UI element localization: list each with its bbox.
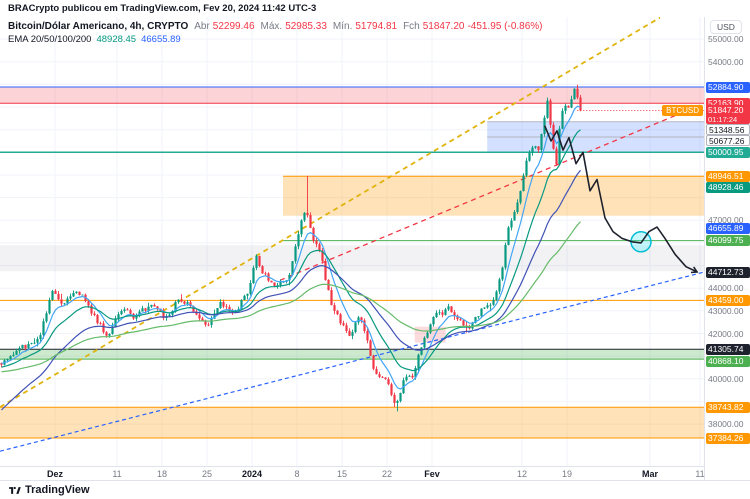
open-label: Abr	[194, 21, 210, 32]
ascending-yellow	[0, 17, 661, 408]
publish-text: BRACrypto publicou em TradingView.com, F…	[8, 3, 317, 14]
price-badge: 43459.00	[706, 294, 750, 306]
candlestick-plot[interactable]	[0, 17, 704, 466]
change-value: -451.95 (-0.86%)	[467, 21, 543, 32]
price-badge: 52884.90	[706, 81, 750, 93]
tradingview-logo-text: TradingView	[25, 484, 90, 496]
ascending-red	[279, 103, 704, 281]
time-axis-label: 25	[201, 469, 213, 479]
price-zones	[0, 87, 704, 438]
low-label: Mín.	[332, 21, 353, 32]
ema-value-1: 48928.45	[96, 34, 137, 45]
horizontal-levels	[0, 86, 704, 439]
price-badge: 44712.73	[706, 266, 750, 278]
time-axis-label: 11	[695, 469, 705, 479]
low-value: 51794.81	[355, 21, 398, 32]
time-axis-label: Mar	[641, 469, 659, 479]
time-axis-label: Fev	[424, 469, 440, 479]
ema-indicator-label[interactable]: EMA 20/50/100/200	[8, 34, 92, 45]
orange-zone-upper	[283, 176, 704, 216]
price-label: 55000.00	[708, 34, 744, 45]
price-badge: 46655.89	[706, 222, 750, 234]
time-axis-label: 2024	[241, 469, 263, 479]
symbol-legend-row: Bitcoin/Dólar Americano, 4h, CRYPTO Abr 5…	[8, 21, 543, 32]
price-badge: 51348.56	[706, 124, 750, 136]
ema-200-line	[1, 221, 581, 373]
gridlines	[0, 17, 704, 466]
ema-lines	[1, 105, 581, 411]
price-badge: 40868.10	[706, 355, 750, 367]
time-axis-label: 15	[336, 469, 348, 479]
high-value: 52985.33	[285, 21, 327, 32]
footer-bar: TradingView	[0, 480, 750, 499]
currency-toggle[interactable]: USD	[710, 20, 742, 34]
symbol-title[interactable]: Bitcoin/Dólar Americano, 4h, CRYPTO	[8, 21, 189, 32]
time-axis-label: Dez	[46, 469, 64, 479]
time-axis-label: 19	[561, 469, 573, 479]
price-label: 54000.00	[708, 56, 744, 67]
time-axis[interactable]: Dez 11 18 25 2024 8 15 22 Fev 12 19 Mar 11	[0, 466, 705, 482]
price-label: 47000.00	[708, 215, 744, 226]
arrow-head	[690, 266, 699, 274]
ema-50-line	[1, 129, 581, 372]
price-scale[interactable]: USD 55000.00 54000.00 47000.00 44000.00 4300…	[704, 17, 750, 481]
price-badge: 48928.46	[706, 182, 750, 194]
price-badge: 38743.82	[706, 401, 750, 413]
ema-legend-row: EMA 20/50/100/200 48928.45 46655.89	[8, 34, 543, 45]
tradingview-logo[interactable]: TradingView	[8, 484, 90, 497]
price-label: 43000.00	[708, 305, 744, 316]
ema-value-2: 46655.89	[141, 34, 181, 45]
tradingview-logo-icon	[9, 486, 21, 494]
gray-zone	[0, 245, 704, 272]
symbol-price-tag: BTCUSD	[662, 104, 703, 116]
close-value: 51847.20	[422, 21, 465, 32]
countdown-timer: 01:17:24	[708, 115, 738, 124]
legend: Bitcoin/Dólar Americano, 4h, CRYPTO Abr 5…	[8, 21, 543, 45]
price-badge: 37384.26	[706, 432, 750, 444]
trendlines[interactable]	[0, 17, 704, 452]
price-badge: 46099.75	[706, 235, 750, 247]
publish-header: BRACrypto publicou em TradingView.com, F…	[0, 0, 750, 17]
current-price-badge: 51847.20 01:17:24	[706, 105, 750, 124]
time-axis-label: 8	[294, 469, 300, 479]
ascending-blue	[0, 271, 704, 452]
price-badge: 48946.51	[706, 170, 750, 182]
price-badge: 41305.74	[706, 343, 750, 355]
chart-area[interactable]: Bitcoin/Dólar Americano, 4h, CRYPTO Abr 5…	[0, 17, 750, 482]
price-label: 40000.00	[708, 373, 744, 384]
time-axis-label: 11	[112, 469, 122, 479]
ema-100-line	[1, 169, 581, 411]
price-badge: 52163.90	[706, 97, 750, 109]
ema-20-line	[1, 105, 581, 390]
symbol-tag-text: BTCUSD	[666, 105, 699, 115]
close-label: Fch	[403, 21, 420, 32]
price-badge: 50677.26	[706, 134, 750, 146]
time-axis-label: 12	[516, 469, 528, 479]
green-zone	[0, 349, 704, 360]
high-label: Máx.	[260, 21, 283, 32]
price-badge: 50000.95	[706, 146, 750, 158]
price-label: 44000.00	[708, 283, 744, 294]
time-axis-label: 22	[381, 469, 393, 479]
time-axis-label: 18	[156, 469, 168, 479]
price-label: 42000.00	[708, 328, 744, 339]
projection-path[interactable]	[544, 125, 699, 274]
open-value: 52299.46	[212, 21, 255, 32]
orange-zone-lower	[0, 407, 704, 438]
resistance-zone	[0, 87, 704, 104]
price-label: 38000.00	[708, 419, 744, 430]
